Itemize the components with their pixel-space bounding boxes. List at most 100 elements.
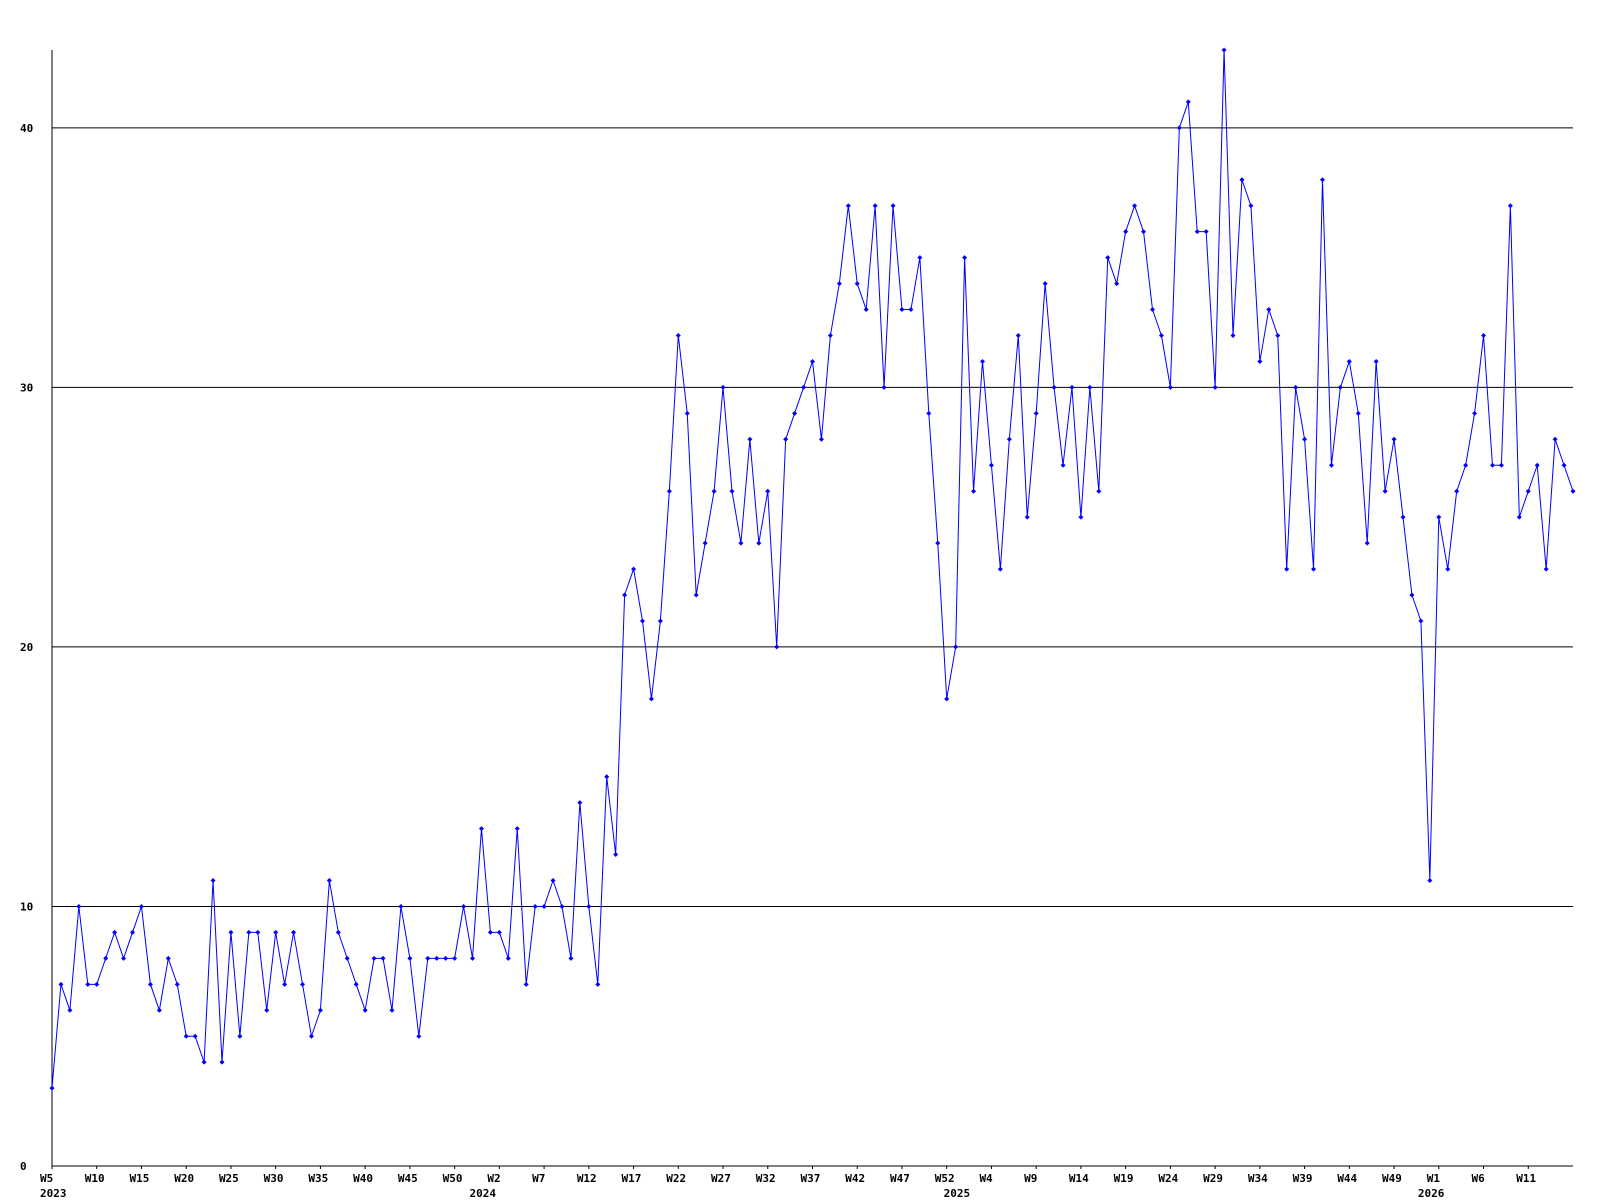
- data-point: [613, 852, 619, 858]
- data-point: [1042, 281, 1048, 287]
- x-tick-label: W45: [398, 1172, 418, 1185]
- data-point: [1176, 125, 1182, 131]
- data-point: [541, 903, 547, 909]
- x-tick-label: W32: [756, 1172, 776, 1185]
- data-point: [863, 307, 869, 313]
- data-point: [872, 203, 878, 209]
- data-point: [1015, 332, 1021, 338]
- data-point: [335, 929, 341, 935]
- data-point: [1123, 229, 1129, 235]
- data-point: [908, 307, 914, 313]
- data-point: [1033, 410, 1039, 416]
- data-point: [738, 540, 744, 546]
- data-point: [577, 800, 583, 806]
- data-point: [711, 488, 717, 494]
- data-point: [1096, 488, 1102, 494]
- data-point: [425, 955, 431, 961]
- data-point: [371, 955, 377, 961]
- data-point: [559, 903, 565, 909]
- x-tick-label: W14: [1069, 1172, 1089, 1185]
- x-tick-label: W11: [1516, 1172, 1536, 1185]
- data-point: [1481, 332, 1487, 338]
- data-point: [988, 462, 994, 468]
- data-point: [255, 929, 261, 935]
- data-point: [666, 488, 672, 494]
- data-point: [595, 981, 601, 987]
- x-tick-label: W44: [1337, 1172, 1357, 1185]
- data-point: [1400, 514, 1406, 520]
- data-point: [174, 981, 180, 987]
- data-point: [648, 696, 654, 702]
- data-point: [765, 488, 771, 494]
- data-point: [291, 929, 297, 935]
- data-point: [1087, 384, 1093, 390]
- data-point: [747, 436, 753, 442]
- data-line: [51, 49, 1574, 1089]
- data-point: [1516, 514, 1522, 520]
- data-point: [684, 410, 690, 416]
- data-point: [1570, 488, 1576, 494]
- x-tick-label: W15: [129, 1172, 149, 1185]
- data-point: [273, 929, 279, 935]
- data-point: [380, 955, 386, 961]
- data-point: [532, 903, 538, 909]
- x-tick-label: W24: [1158, 1172, 1178, 1185]
- data-point: [756, 540, 762, 546]
- x-tick-label: W52: [935, 1172, 955, 1185]
- data-point: [1445, 566, 1451, 572]
- x-year-label: 2024: [469, 1187, 496, 1200]
- data-point: [1427, 878, 1433, 884]
- y-tick-label: 20: [20, 641, 33, 654]
- data-point: [953, 644, 959, 650]
- x-tick-label: W12: [577, 1172, 597, 1185]
- data-point: [675, 332, 681, 338]
- data-point: [1105, 255, 1111, 261]
- data-point: [622, 592, 628, 598]
- data-point: [1498, 462, 1504, 468]
- data-point: [58, 981, 64, 987]
- x-tick-label: W20: [174, 1172, 194, 1185]
- data-point: [1060, 462, 1066, 468]
- data-point: [899, 307, 905, 313]
- x-tick-label: W49: [1382, 1172, 1402, 1185]
- data-point: [183, 1033, 189, 1039]
- data-point: [568, 955, 574, 961]
- data-point: [461, 903, 467, 909]
- data-point: [1391, 436, 1397, 442]
- data-point: [496, 929, 502, 935]
- x-tick-label: W30: [264, 1172, 284, 1185]
- x-year-label: 2023: [40, 1187, 67, 1200]
- data-point: [586, 903, 592, 909]
- data-point: [362, 1007, 368, 1013]
- data-point: [192, 1033, 198, 1039]
- data-point: [49, 1085, 55, 1091]
- data-point: [1275, 332, 1281, 338]
- data-point: [67, 1007, 73, 1013]
- data-point: [478, 826, 484, 832]
- data-point: [1239, 177, 1245, 183]
- data-point: [810, 358, 815, 364]
- data-point: [1311, 566, 1317, 572]
- data-point: [1319, 177, 1325, 183]
- y-tick-label: 30: [20, 381, 33, 394]
- data-point: [1114, 281, 1120, 287]
- y-tick-label: 0: [20, 1160, 27, 1173]
- data-point: [165, 955, 171, 961]
- data-point: [693, 592, 699, 598]
- data-point: [210, 878, 216, 884]
- data-point: [1355, 410, 1361, 416]
- data-point: [1248, 203, 1254, 209]
- data-point: [470, 955, 476, 961]
- data-point: [971, 488, 977, 494]
- data-point: [201, 1059, 207, 1065]
- y-tick-label: 10: [20, 900, 33, 913]
- data-point: [1006, 436, 1012, 442]
- data-point: [1561, 462, 1567, 468]
- data-point: [237, 1033, 243, 1039]
- data-point: [818, 436, 824, 442]
- data-point: [550, 878, 556, 884]
- data-point: [827, 332, 833, 338]
- data-point: [845, 203, 851, 209]
